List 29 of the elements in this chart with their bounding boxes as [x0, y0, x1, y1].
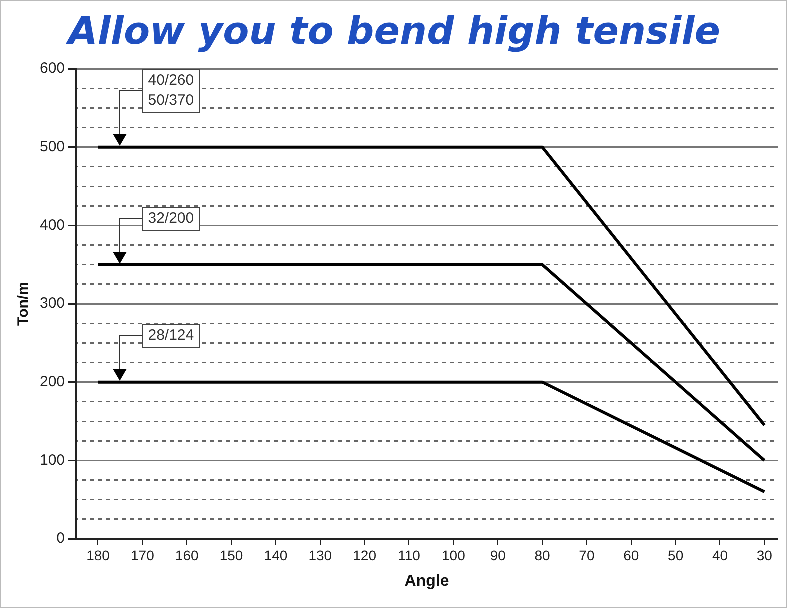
y-tick-label: 0 — [56, 530, 66, 548]
x-tick-label: 140 — [264, 547, 288, 564]
x-tick-label: 80 — [534, 547, 551, 564]
x-tick-label: 100 — [442, 547, 466, 564]
x-tick-label: 130 — [308, 547, 332, 564]
chart-title: Allow you to bend high tensile — [65, 9, 722, 53]
x-axis-title: Angle — [404, 572, 450, 590]
annotation: 40/260 50/370 — [142, 69, 200, 114]
annotation: 32/200 — [142, 206, 200, 231]
x-tick-label: 170 — [130, 547, 155, 564]
x-tick-label: 60 — [624, 547, 640, 564]
annotation: 28/124 — [142, 324, 200, 348]
x-tick-label: 160 — [175, 547, 199, 564]
x-tick-label: 90 — [490, 547, 506, 564]
y-axis-title: Ton/m — [15, 282, 32, 326]
x-tick-label: 180 — [86, 547, 110, 564]
y-tick-label: 600 — [40, 60, 66, 78]
x-tick-label: 30 — [756, 547, 773, 564]
x-tick-label: 120 — [353, 547, 377, 564]
y-tick-label: 100 — [40, 452, 66, 469]
x-tick-label: 70 — [579, 547, 595, 564]
y-tick-label: 200 — [40, 373, 66, 390]
x-tick-label: 110 — [398, 547, 421, 564]
y-tick-label: 300 — [40, 295, 66, 312]
y-tick-label: 400 — [40, 216, 66, 234]
x-tick-label: 50 — [668, 547, 684, 564]
x-tick-label: 150 — [220, 547, 244, 564]
x-tick-label: 40 — [712, 547, 728, 564]
y-tick-label: 500 — [40, 138, 66, 156]
